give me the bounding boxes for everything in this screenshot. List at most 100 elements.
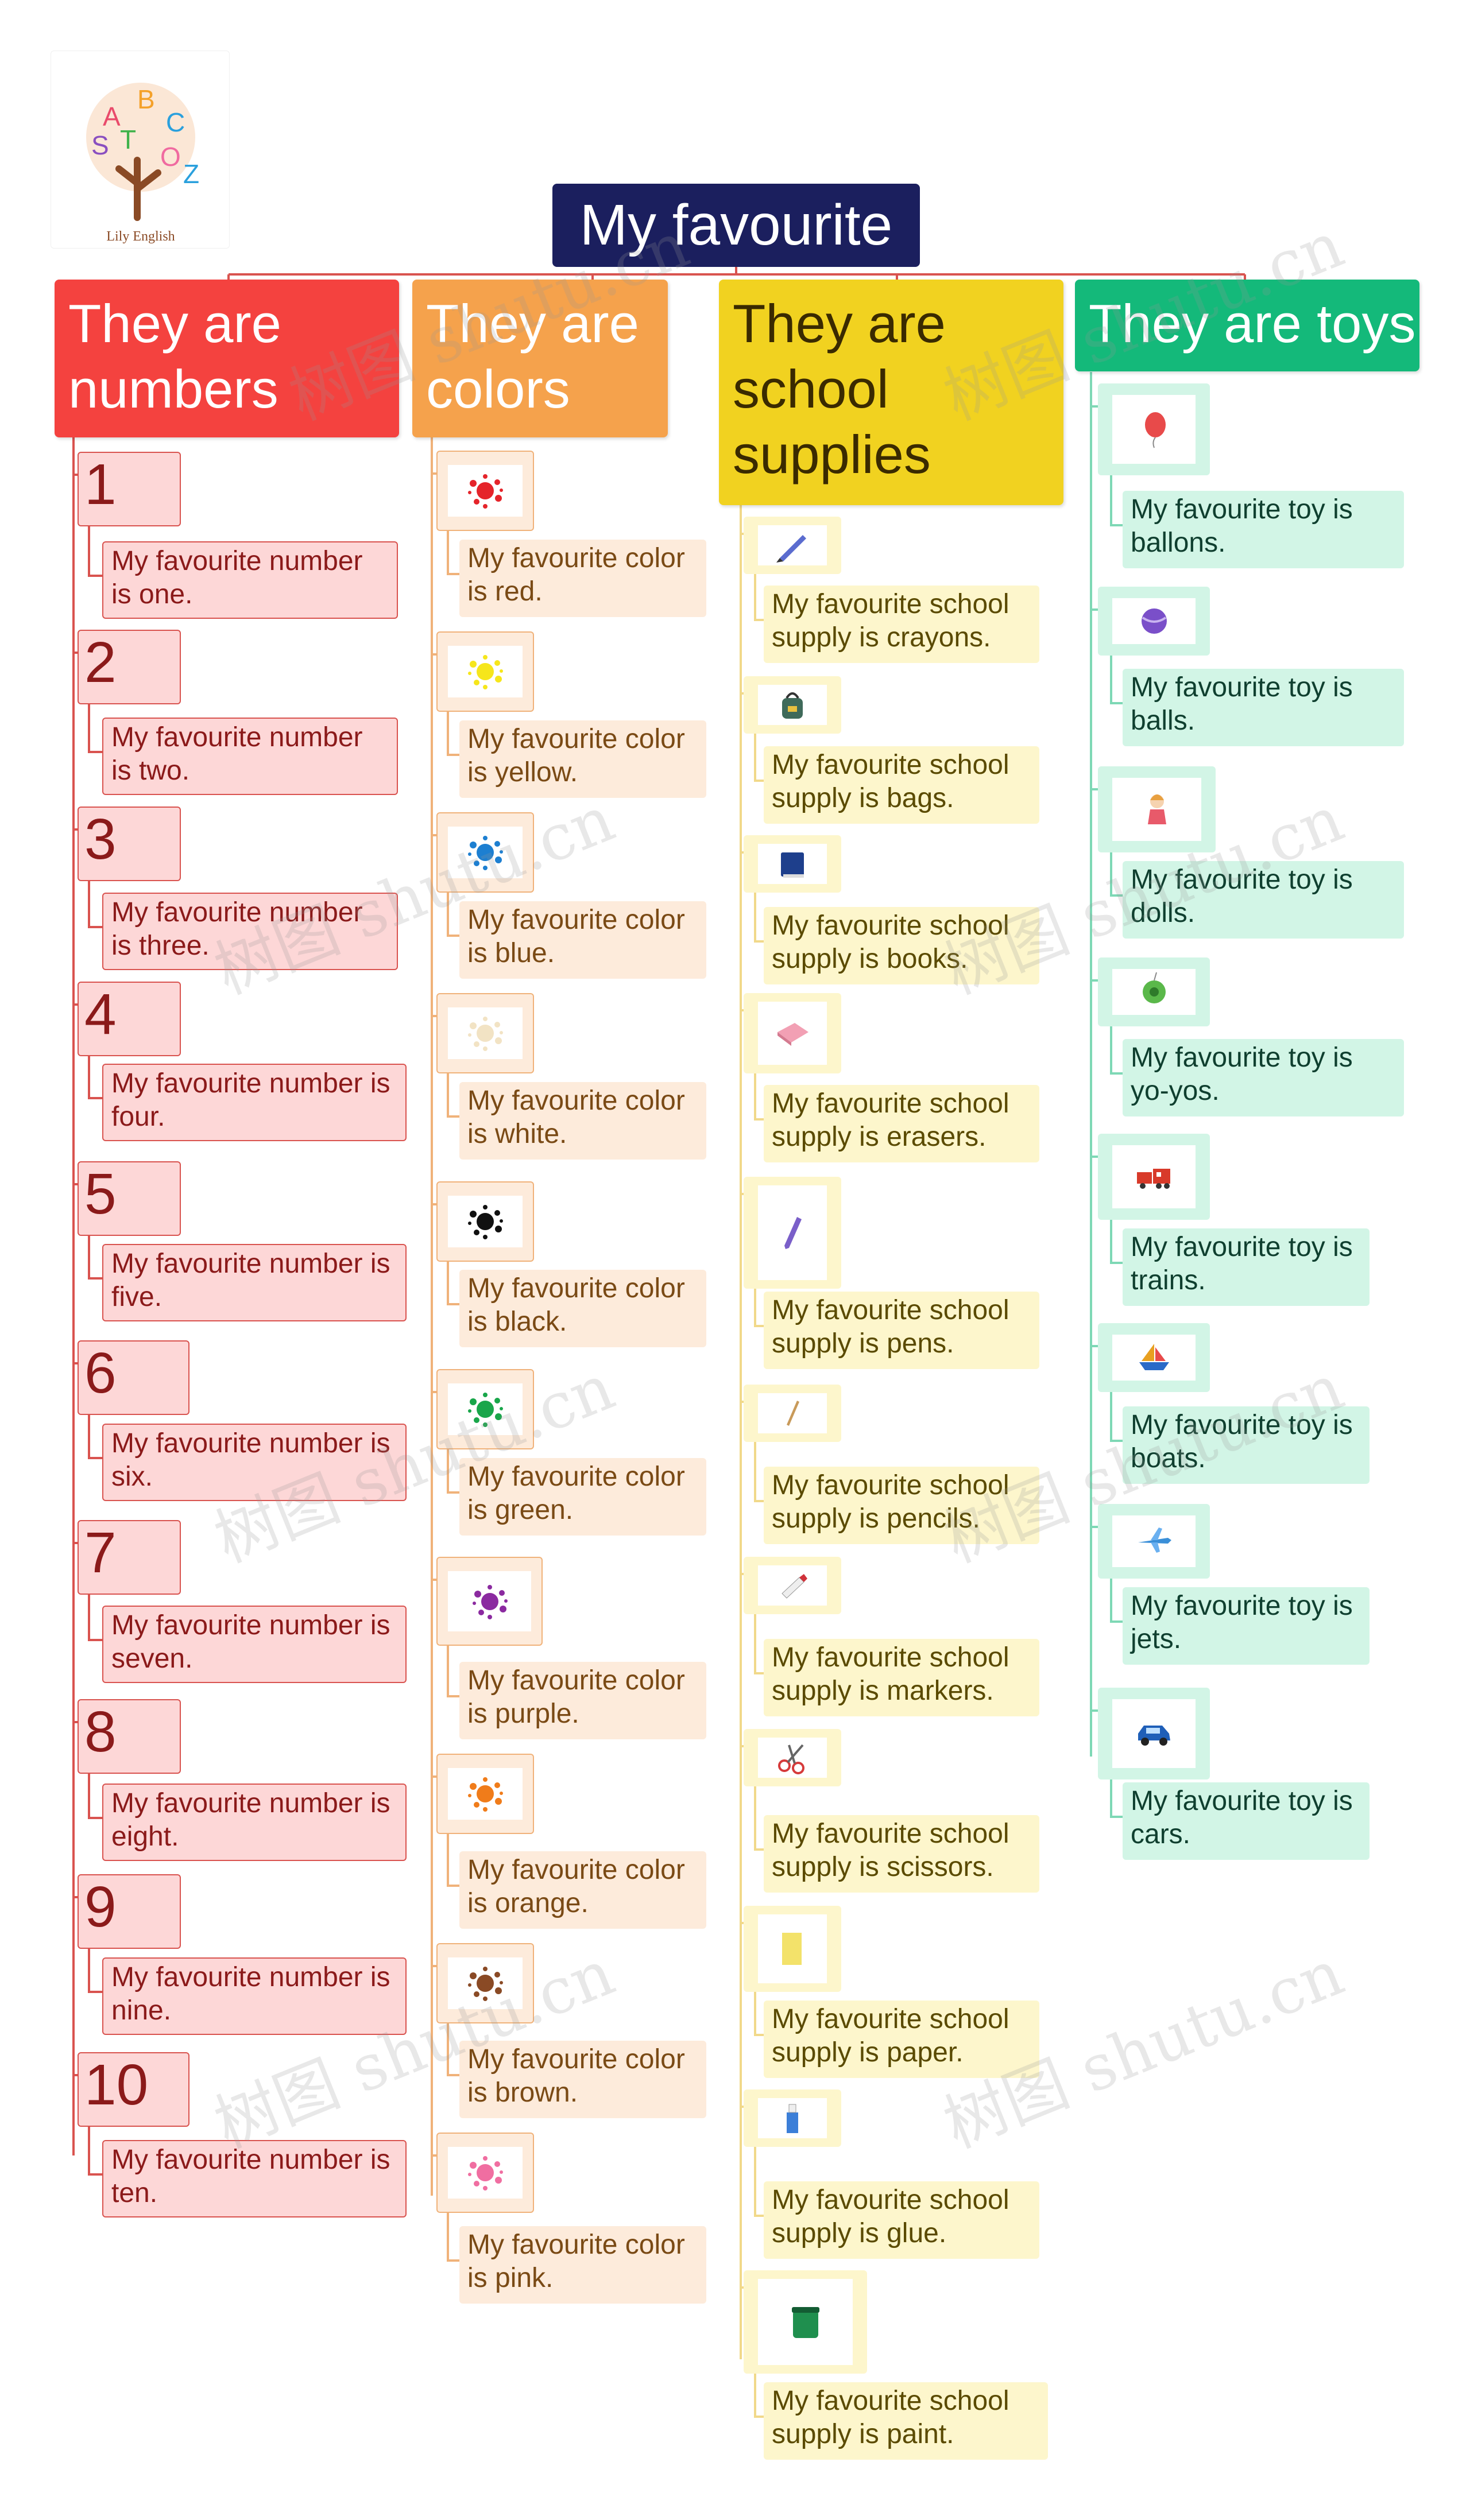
toy-picture-node[interactable] xyxy=(1098,1134,1210,1220)
school-supply-picture-node[interactable] xyxy=(744,2089,841,2147)
eraser-icon xyxy=(758,1002,827,1065)
category-toys[interactable]: They are toys xyxy=(1075,280,1419,371)
number-sentence[interactable]: My favourite number is nine. xyxy=(102,1957,407,2035)
number-node[interactable]: 6 xyxy=(78,1340,189,1415)
color-sentence[interactable]: My favourite color is black. xyxy=(459,1270,706,1347)
color-sentence[interactable]: My favourite color is brown. xyxy=(459,2041,706,2118)
number-node[interactable]: 9 xyxy=(78,1874,181,1949)
color-sentence[interactable]: My favourite color is red. xyxy=(459,540,706,617)
school-supply-sentence[interactable]: My favourite school supply is paint. xyxy=(764,2382,1048,2460)
school-supply-picture-node[interactable] xyxy=(744,993,841,1073)
glue-icon xyxy=(758,2098,827,2138)
yo-yo-icon xyxy=(1112,969,1196,1015)
category-school-supplies[interactable]: They are school supplies xyxy=(719,280,1063,505)
category-colors-title: They are colors xyxy=(426,293,639,419)
category-toys-title: They are toys xyxy=(1089,293,1416,354)
svg-text:Z: Z xyxy=(183,159,199,189)
school-supply-sentence[interactable]: My favourite school supply is glue. xyxy=(764,2181,1039,2259)
color-picture-node[interactable] xyxy=(436,1369,534,1449)
number-sentence[interactable]: My favourite number is seven. xyxy=(102,1606,407,1683)
toy-sentence[interactable]: My favourite toy is jets. xyxy=(1123,1587,1370,1665)
school-supply-sentence[interactable]: My favourite school supply is crayons. xyxy=(764,586,1039,663)
toy-picture-node[interactable] xyxy=(1098,957,1210,1026)
number-sentence[interactable]: My favourite number is four. xyxy=(102,1064,407,1141)
number-sentence[interactable]: My favourite number is six. xyxy=(102,1424,407,1501)
svg-text:T: T xyxy=(120,125,136,154)
school-supply-sentence[interactable]: My favourite school supply is bags. xyxy=(764,746,1039,824)
color-picture-node[interactable] xyxy=(436,451,534,531)
color-sentence[interactable]: My favourite color is blue. xyxy=(459,901,706,979)
color-picture-node[interactable] xyxy=(436,1754,534,1834)
boat-icon xyxy=(1112,1335,1196,1381)
category-numbers[interactable]: They are numbers xyxy=(55,280,399,437)
svg-text:C: C xyxy=(166,107,185,137)
toy-picture-node[interactable] xyxy=(1098,766,1216,852)
color-picture-node[interactable] xyxy=(436,812,534,893)
color-picture-node[interactable] xyxy=(436,1181,534,1262)
school-supply-picture-node[interactable] xyxy=(744,2270,867,2374)
school-supply-picture-node[interactable] xyxy=(744,1906,841,1992)
color-sentence[interactable]: My favourite color is orange. xyxy=(459,1851,706,1929)
toy-sentence[interactable]: My favourite toy is yo-yos. xyxy=(1123,1039,1404,1116)
toy-sentence[interactable]: My favourite toy is boats. xyxy=(1123,1406,1370,1484)
number-sentence[interactable]: My favourite number is two. xyxy=(102,718,398,795)
root-topic[interactable]: My favourite xyxy=(552,184,920,267)
school-supply-sentence[interactable]: My favourite school supply is pencils. xyxy=(764,1467,1039,1544)
school-supply-sentence[interactable]: My favourite school supply is erasers. xyxy=(764,1085,1039,1162)
school-supply-picture-node[interactable] xyxy=(744,1177,841,1289)
school-supply-picture-node[interactable] xyxy=(744,517,841,574)
school-supply-sentence[interactable]: My favourite school supply is paper. xyxy=(764,2001,1039,2078)
school-supply-picture-node[interactable] xyxy=(744,835,841,893)
toy-picture-node[interactable] xyxy=(1098,1323,1210,1392)
color-sentence[interactable]: My favourite color is pink. xyxy=(459,2226,706,2304)
school-supply-sentence[interactable]: My favourite school supply is scissors. xyxy=(764,1815,1039,1893)
color-sentence[interactable]: My favourite color is white. xyxy=(459,1082,706,1160)
school-supply-picture-node[interactable] xyxy=(744,1385,841,1442)
yellow-splat-icon xyxy=(448,646,523,697)
toy-picture-node[interactable] xyxy=(1098,383,1210,475)
number-node[interactable]: 8 xyxy=(78,1699,181,1774)
purple-splat-icon xyxy=(448,1571,531,1631)
toy-picture-node[interactable] xyxy=(1098,587,1210,656)
category-colors[interactable]: They are colors xyxy=(412,280,668,437)
school-supply-sentence[interactable]: My favourite school supply is pens. xyxy=(764,1292,1039,1369)
toy-sentence[interactable]: My favourite toy is balls. xyxy=(1123,669,1404,746)
number-sentence[interactable]: My favourite number is ten. xyxy=(102,2140,407,2217)
toy-sentence[interactable]: My favourite toy is dolls. xyxy=(1123,861,1404,939)
number-node[interactable]: 2 xyxy=(78,630,181,704)
number-sentence[interactable]: My favourite number is eight. xyxy=(102,1784,407,1861)
logo-tree-icon: A B C S T O Z Lily English xyxy=(86,83,199,244)
number-node[interactable]: 5 xyxy=(78,1161,181,1236)
school-supply-sentence[interactable]: My favourite school supply is markers. xyxy=(764,1639,1039,1716)
school-supply-picture-node[interactable] xyxy=(744,676,841,734)
number-node[interactable]: 4 xyxy=(78,982,181,1056)
logo-brand-text: Lily English xyxy=(106,229,175,244)
blue-splat-icon xyxy=(448,827,523,878)
school-supply-sentence[interactable]: My favourite school supply is books. xyxy=(764,907,1039,984)
number-sentence[interactable]: My favourite number is five. xyxy=(102,1244,407,1321)
toy-picture-node[interactable] xyxy=(1098,1688,1210,1779)
white-splat-icon xyxy=(448,1007,523,1059)
color-picture-node[interactable] xyxy=(436,1557,543,1646)
balloon-icon xyxy=(1112,395,1196,464)
number-node[interactable]: 7 xyxy=(78,1520,181,1595)
number-node[interactable]: 3 xyxy=(78,807,181,881)
jet-icon xyxy=(1112,1515,1196,1567)
toy-picture-node[interactable] xyxy=(1098,1504,1210,1579)
toy-sentence[interactable]: My favourite toy is trains. xyxy=(1123,1228,1370,1306)
school-supply-picture-node[interactable] xyxy=(744,1729,841,1786)
color-picture-node[interactable] xyxy=(436,2133,534,2213)
toy-sentence[interactable]: My favourite toy is cars. xyxy=(1123,1782,1370,1860)
color-picture-node[interactable] xyxy=(436,1943,534,2023)
color-sentence[interactable]: My favourite color is green. xyxy=(459,1458,706,1536)
toy-sentence[interactable]: My favourite toy is ballons. xyxy=(1123,491,1404,568)
number-node[interactable]: 10 xyxy=(78,2052,189,2127)
school-supply-picture-node[interactable] xyxy=(744,1557,841,1614)
number-node[interactable]: 1 xyxy=(78,452,181,526)
color-sentence[interactable]: My favourite color is purple. xyxy=(459,1662,706,1739)
color-sentence[interactable]: My favourite color is yellow. xyxy=(459,720,706,798)
color-picture-node[interactable] xyxy=(436,631,534,712)
number-sentence[interactable]: My favourite number is three. xyxy=(102,893,398,970)
number-sentence[interactable]: My favourite number is one. xyxy=(102,541,398,619)
color-picture-node[interactable] xyxy=(436,993,534,1073)
